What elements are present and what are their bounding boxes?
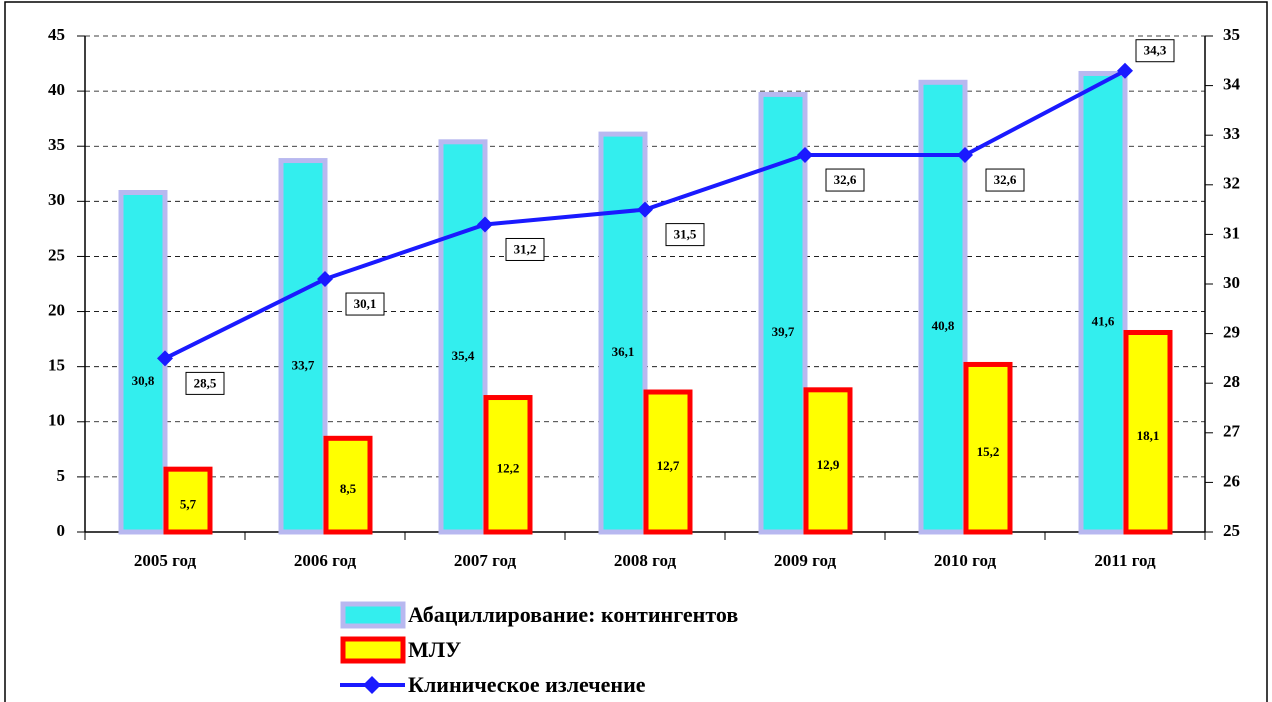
x-tick-label: 2005 год xyxy=(134,551,197,570)
y2-tick-label: 25 xyxy=(1223,521,1240,540)
y-tick-label: 0 xyxy=(57,521,66,540)
y-tick-label: 5 xyxy=(57,466,66,485)
value-label-box xyxy=(665,223,705,247)
x-tick-label: 2006 год xyxy=(294,551,357,570)
line-value-label: 32,6 xyxy=(994,172,1017,187)
legend-swatch xyxy=(340,601,406,629)
legend-swatch xyxy=(340,636,406,664)
bar xyxy=(803,387,853,535)
value-label-box xyxy=(345,292,385,316)
bar-value-label: 33,7 xyxy=(292,357,315,372)
x-tick-label: 2010 год xyxy=(934,551,997,570)
legend-label: Клиническое излечение xyxy=(408,672,646,697)
bar-value-label: 41,6 xyxy=(1092,314,1115,329)
y2-tick-label: 32 xyxy=(1223,174,1240,193)
bar-value-label: 12,2 xyxy=(497,461,520,476)
line-marker xyxy=(157,350,173,367)
y2-tick-label: 28 xyxy=(1223,372,1240,391)
bar-value-label: 12,9 xyxy=(817,457,840,472)
line-marker xyxy=(477,216,493,233)
bar xyxy=(598,131,648,535)
x-tick-label: 2007 год xyxy=(454,551,517,570)
bar xyxy=(278,158,328,535)
y2-tick-label: 26 xyxy=(1223,471,1240,490)
bar xyxy=(118,190,168,535)
bar-value-label: 8,5 xyxy=(340,481,357,496)
y2-tick-label: 31 xyxy=(1223,223,1240,242)
y-tick-label: 45 xyxy=(48,25,65,44)
y-tick-label: 10 xyxy=(48,411,65,430)
value-label-box xyxy=(1135,39,1175,63)
legend-marker xyxy=(363,676,381,694)
bar xyxy=(1123,329,1173,535)
frame xyxy=(4,1,1268,702)
line-value-label: 34,3 xyxy=(1144,43,1167,58)
bar xyxy=(1078,70,1128,535)
x-tick-label: 2009 год xyxy=(774,551,837,570)
y-tick-label: 15 xyxy=(48,356,65,375)
value-label-box xyxy=(505,237,545,261)
bar xyxy=(483,395,533,535)
bar-value-label: 39,7 xyxy=(772,324,795,339)
x-tick-label: 2008 год xyxy=(614,551,677,570)
bar-value-label: 35,4 xyxy=(452,348,475,363)
line-marker xyxy=(1117,62,1133,79)
line-marker xyxy=(957,147,973,164)
x-tick-label: 2011 год xyxy=(1094,551,1156,570)
line-marker xyxy=(637,201,653,218)
bar-value-label: 40,8 xyxy=(932,318,955,333)
y2-tick-label: 29 xyxy=(1223,323,1240,342)
y2-tick-label: 35 xyxy=(1223,25,1240,44)
bar-value-label: 18,1 xyxy=(1137,428,1160,443)
bar-value-label: 15,2 xyxy=(977,444,1000,459)
value-label-box xyxy=(985,168,1025,192)
line-value-label: 32,6 xyxy=(834,172,857,187)
line-value-label: 31,2 xyxy=(514,241,537,256)
bar xyxy=(438,139,488,535)
line-marker xyxy=(797,147,813,164)
bar-value-label: 36,1 xyxy=(612,344,635,359)
bar xyxy=(918,79,968,535)
legend-label: МЛУ xyxy=(408,637,461,662)
bar xyxy=(643,389,693,535)
line-marker xyxy=(317,271,333,288)
bar xyxy=(758,91,808,535)
y-tick-label: 25 xyxy=(48,245,65,264)
bar xyxy=(323,435,373,535)
bar xyxy=(963,361,1013,535)
bar xyxy=(163,466,213,535)
line-value-label: 31,5 xyxy=(674,227,697,242)
legend-label: Абациллирование: контингентов xyxy=(408,602,738,627)
y2-tick-label: 34 xyxy=(1223,75,1241,94)
y-tick-label: 30 xyxy=(48,190,65,209)
bar-value-label: 5,7 xyxy=(180,497,197,512)
y-tick-label: 35 xyxy=(48,135,65,154)
bar-value-label: 30,8 xyxy=(132,373,155,388)
value-label-box xyxy=(825,168,865,192)
y2-tick-label: 30 xyxy=(1223,273,1240,292)
y-tick-label: 40 xyxy=(48,80,65,99)
line-value-label: 28,5 xyxy=(194,375,217,390)
bar-value-label: 12,7 xyxy=(657,458,680,473)
y2-tick-label: 33 xyxy=(1223,124,1240,143)
line-value-label: 30,1 xyxy=(354,296,377,311)
y2-tick-label: 27 xyxy=(1223,422,1241,441)
y-tick-label: 20 xyxy=(48,300,65,319)
value-label-box xyxy=(185,371,225,395)
